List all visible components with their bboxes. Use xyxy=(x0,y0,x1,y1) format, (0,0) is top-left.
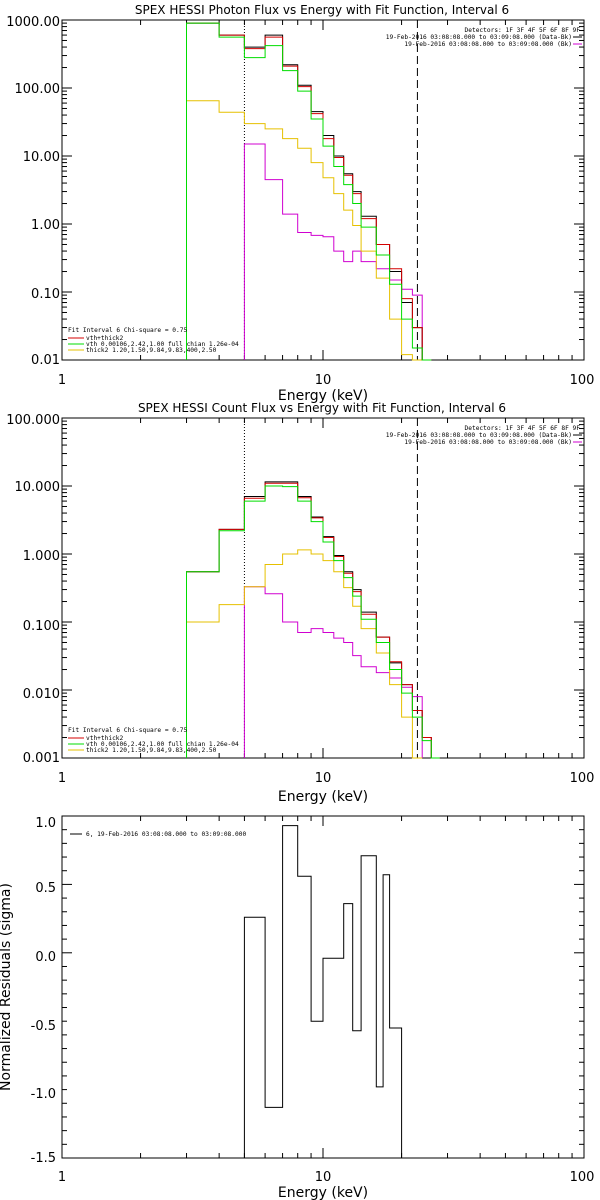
residuals-panel: -1.5 -1.0 -0.5 0.0 0.5 1.0 1 10 100 Ener… xyxy=(0,815,595,1200)
photon-x-axis-label: Energy (keV) xyxy=(278,388,368,404)
series-vth-thick2-line xyxy=(186,22,432,361)
series-6-19-feb-2016-03-08-08-000-to-03-09-08-000-line xyxy=(243,825,413,1159)
photon-ytick-1000: 1000.00 xyxy=(6,15,60,30)
count-axis-ticks xyxy=(61,417,584,759)
photon-chart-title: SPEX HESSI Photon Flux vs Energy with Fi… xyxy=(135,3,509,17)
count-xtick-100: 100 xyxy=(570,771,595,786)
count-ytick-100: 100.000 xyxy=(6,413,60,428)
photon-legend-bk: 19-Feb-2016 03:08:08.000 to 03:09:08.000… xyxy=(404,41,572,48)
photon-ytick-0.1: 0.10 xyxy=(31,287,60,302)
photon-plot-frame xyxy=(61,19,585,361)
photon-axis-ticks xyxy=(61,19,584,361)
residuals-y-axis-label: Normalized Residuals (sigma) xyxy=(0,883,14,1091)
photon-ytick-10: 10.00 xyxy=(23,150,60,165)
residuals-ytick-m0.5: -0.5 xyxy=(31,1019,56,1034)
photon-xtick-10: 10 xyxy=(315,373,332,388)
count-xtick-10: 10 xyxy=(315,771,332,786)
residuals-ytick-1.0: 1.0 xyxy=(35,816,56,831)
series-thick2-line xyxy=(186,549,423,759)
count-legend-vth: vth 0.00106,2.42,1.00 full chian 1.26e-0… xyxy=(86,741,239,748)
photon-flux-panel: SPEX HESSI Photon Flux vs Energy with Fi… xyxy=(6,3,594,404)
residuals-ytick-m1.0: -1.0 xyxy=(31,1087,56,1102)
photon-legend-data-bk: 19-Feb-2016 03:08:08.000 to 03:09:08.000… xyxy=(386,34,572,41)
series-bk-line xyxy=(243,143,423,360)
count-ytick-0.1: 0.100 xyxy=(23,619,60,634)
residuals-xtick-10: 10 xyxy=(315,1170,332,1185)
count-ytick-0.01: 0.010 xyxy=(23,687,60,702)
photon-series-group xyxy=(186,20,432,361)
series-thick2-line xyxy=(186,100,423,361)
count-ytick-0.001: 0.001 xyxy=(23,751,60,766)
photon-legend-detectors: Detectors: 1F 3F 4F 5F 6F 8F 9F xyxy=(465,27,581,34)
count-legend-fit: Fit Interval 6 Chi-square = 0.75 xyxy=(68,727,187,734)
photon-legend-vth-thick2: vth+thick2 xyxy=(86,335,124,342)
residuals-ytick-0.0: 0.0 xyxy=(35,950,56,965)
photon-ytick-100: 100.00 xyxy=(15,82,61,97)
series-vth-line xyxy=(186,485,440,759)
residuals-xtick-1: 1 xyxy=(58,1170,66,1185)
photon-legend-thick2: thick2 1.20,1.50,9.84,9.83,400,2.50 xyxy=(86,347,217,354)
count-ytick-1: 1.000 xyxy=(23,549,60,564)
count-plot-frame xyxy=(61,417,585,759)
residuals-x-axis-label: Energy (keV) xyxy=(278,1185,368,1200)
photon-xtick-100: 100 xyxy=(570,373,595,388)
count-legend-data-bk: 19-Feb-2016 03:08:08.000 to 03:09:08.000… xyxy=(386,432,572,439)
photon-legend-fit: Fit Interval 6 Chi-square = 0.75 xyxy=(68,327,187,334)
residuals-ytick-0.5: 0.5 xyxy=(35,881,56,896)
count-chart-title: SPEX HESSI Count Flux vs Energy with Fit… xyxy=(138,401,506,415)
photon-ytick-1: 1.00 xyxy=(31,218,60,233)
photon-xtick-1: 1 xyxy=(58,373,66,388)
count-xtick-1: 1 xyxy=(58,771,66,786)
count-legend-vth-thick2: vth+thick2 xyxy=(86,735,124,742)
count-legend-thick2: thick2 1.20,1.50,9.84,9.83,400,2.50 xyxy=(86,747,217,754)
residuals-series-group xyxy=(243,825,413,1159)
series-data-bk-line xyxy=(186,22,432,361)
count-x-axis-label: Energy (keV) xyxy=(278,789,368,805)
series-vth-line xyxy=(186,22,432,361)
count-ytick-10: 10.000 xyxy=(15,480,61,495)
count-flux-panel: SPEX HESSI Count Flux vs Energy with Fit… xyxy=(6,401,594,805)
residuals-xtick-100: 100 xyxy=(570,1170,595,1185)
count-legend-bk: 19-Feb-2016 03:08:08.000 to 03:09:08.000… xyxy=(404,439,572,446)
photon-legend-vth: vth 0.00106,2.42,1.00 full chian 1.26e-0… xyxy=(86,341,239,348)
count-legend-detectors: Detectors: 1F 3F 4F 5F 6F 8F 9F xyxy=(465,425,581,432)
count-series-group xyxy=(186,418,440,759)
residuals-axis-ticks xyxy=(61,815,584,1159)
series-bk-line xyxy=(243,586,423,758)
photon-ytick-0.01: 0.01 xyxy=(31,353,60,368)
residuals-ytick-m1.5: -1.5 xyxy=(31,1151,56,1166)
residuals-legend-label: 6, 19-Feb-2016 03:08:08.000 to 03:09:08.… xyxy=(86,831,246,838)
